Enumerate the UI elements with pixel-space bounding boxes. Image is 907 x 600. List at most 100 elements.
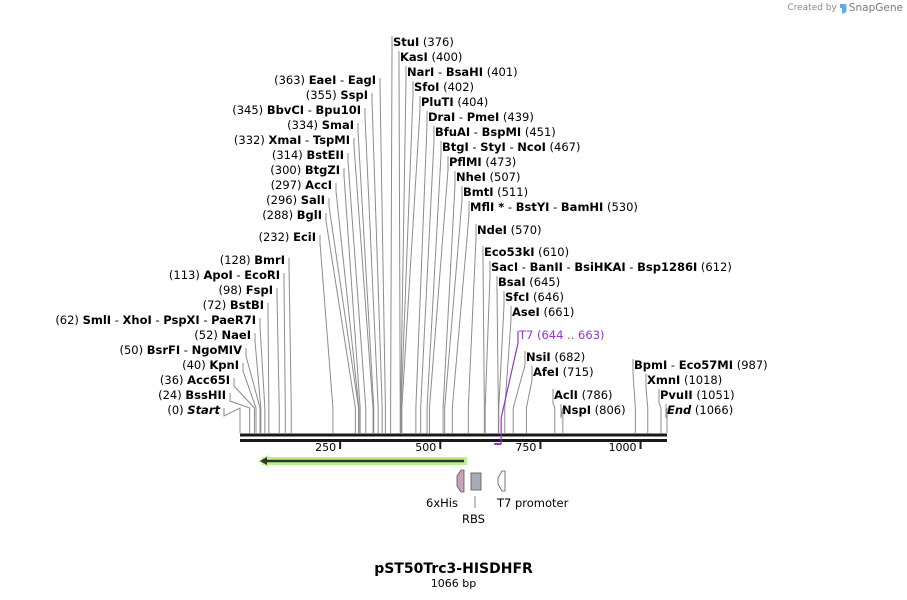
restriction-site[interactable]: BtgI - StyI - NcoI (467) [426,140,581,433]
restriction-site[interactable]: NsiI (682) [512,350,585,433]
svg-text:AseI (661): AseI (661) [512,305,574,319]
plasmid-title: pST50Trc3-HISDHFR [374,561,533,577]
svg-text:(355) SspI: (355) SspI [306,88,368,102]
svg-text:500: 500 [415,441,436,454]
restriction-site[interactable]: XmnI (1018) [645,373,722,433]
svg-text:(40) KpnI: (40) KpnI [182,358,239,372]
restriction-site[interactable]: (288) BglI [262,208,356,433]
svg-text:BpmI - Eco57MI (987): BpmI - Eco57MI (987) [634,358,768,372]
svg-text:T7 (644 .. 663): T7 (644 .. 663) [518,328,605,342]
restriction-site[interactable]: (0) Start [167,403,241,433]
svg-text:(300) BtgZI: (300) BtgZI [270,163,340,177]
restriction-site[interactable]: NarI - BsaHI (401) [400,65,518,433]
restriction-site[interactable]: NspI (806) [560,403,626,433]
t7-promoter-feature[interactable]: T7 promoter [496,470,569,510]
svg-text:(62) SmlI - XhoI - PspXI: (62) SmlI - XhoI - PspXI - PaeR7I [55,313,256,327]
svg-text:MflI * - BstYI - BamHI: MflI * - BstYI - BamHI (530) [470,200,638,214]
restriction-site[interactable]: SacI - BanII - BsiHKAI - Bsp1286I (612) [484,260,732,433]
restriction-site[interactable]: BfuAI - BspMI (451) [420,125,556,433]
restriction-site[interactable]: (36) Acc65I [160,373,255,433]
restriction-site[interactable]: End (1066) [665,403,733,433]
restriction-site[interactable]: AseI (661) [504,305,575,433]
restriction-site[interactable]: (334) SmaI [287,118,375,433]
restriction-site[interactable]: (50) BsrFI - NgoMIV [119,343,261,433]
restriction-site[interactable]: (113) ApoI - EcoRI [169,268,286,433]
restriction-site[interactable]: SfoI (402) [400,80,474,433]
restriction-site[interactable]: SfcI (646) [498,290,564,433]
restriction-site[interactable]: Eco53kI (610) [482,245,569,433]
restriction-site[interactable]: AfeI (715) [525,365,594,433]
restriction-site[interactable]: BmtI (511) [444,185,528,433]
restriction-site[interactable]: MflI * - BstYI - BamHI (530) [451,200,638,433]
snapgene-logo-icon [839,3,847,13]
restriction-site[interactable]: BsaI (645) [496,275,560,433]
restriction-site[interactable]: KasI (400) [398,50,462,433]
restriction-site[interactable]: (24) BssHII [158,388,251,433]
svg-text:NspI (806): NspI (806) [562,403,626,417]
svg-text:RBS: RBS [462,512,485,526]
restriction-site[interactable]: (345) BbvCI - Bpu10I [232,103,379,433]
restriction-site[interactable]: NheI (507) [442,170,520,433]
restriction-site[interactable]: (332) XmaI - TspMI [234,133,374,433]
svg-text:DraI - PmeI (439): DraI - PmeI (439) [428,110,534,124]
restriction-site[interactable]: (300) BtgZI [270,163,361,433]
svg-text:(36) Acc65I: (36) Acc65I [160,373,230,387]
svg-text:NsiI (682): NsiI (682) [526,350,585,364]
svg-text:(296) SalI: (296) SalI [266,193,325,207]
restriction-site[interactable]: (314) BstEII [272,148,367,433]
primer-t7[interactable]: T7 (644 .. 663) [494,328,605,445]
his-tag-label: 6xHis [426,496,458,510]
restriction-site[interactable]: (355) SspI [306,88,383,433]
credit-prefix: Created by [787,3,837,13]
svg-text:(24) BssHII: (24) BssHII [158,388,226,402]
ruler-tick: 1000 [609,441,642,454]
restriction-site[interactable]: PluTI (404) [401,95,488,433]
svg-text:BfuAI - BspMI (451): BfuAI - BspMI (451) [435,125,556,139]
svg-text:NarI - BsaHI (401): NarI - BsaHI (401) [407,65,518,79]
restriction-site[interactable]: (52) NaeI [194,328,262,433]
svg-text:(98) FspI: (98) FspI [219,283,273,297]
restriction-site[interactable]: (232) EciI [259,230,334,433]
credit-brand: SnapGene [848,2,903,14]
restriction-site[interactable]: PflMI (473) [428,155,516,433]
svg-text:(52) NaeI: (52) NaeI [194,328,251,342]
svg-text:(50) BsrFI - NgoMIV: (50) BsrFI - NgoMIV [119,343,242,357]
restriction-site[interactable]: PvuII (1051) [658,388,735,433]
restriction-site[interactable]: (128) BmrI [220,253,292,433]
restriction-site[interactable]: StuI (376) [390,35,454,433]
svg-text:Eco53kI (610): Eco53kI (610) [484,245,569,259]
orf-arrow[interactable] [258,455,467,467]
restriction-site[interactable]: (296) SalI [266,193,360,433]
restriction-site[interactable]: (62) SmlI - XhoI - PspXI - PaeR7I [55,313,266,433]
svg-text:(72) BstBI: (72) BstBI [203,298,264,312]
rbs-feature[interactable]: RBS [462,472,485,526]
ruler-tick: 250 [315,441,342,454]
restriction-site[interactable]: BpmI - Eco57MI (987) [632,358,768,433]
svg-text:BsaI (645): BsaI (645) [498,275,560,289]
svg-text:(0) Start: (0) Start [167,403,220,417]
svg-text:End (1066): End (1066) [667,403,733,417]
svg-text:PvuII (1051): PvuII (1051) [660,388,735,402]
svg-text:1000: 1000 [609,441,637,454]
svg-text:(345) BbvCI - Bpu10I: (345) BbvCI - Bpu10I [232,103,361,117]
svg-text:(314) BstEII: (314) BstEII [272,148,344,162]
snapgene-credit: Created by SnapGene [787,2,903,14]
svg-text:250: 250 [315,441,336,454]
restriction-site[interactable]: AclI (786) [552,388,613,433]
svg-text:AfeI (715): AfeI (715) [533,365,594,379]
restriction-site[interactable]: (40) KpnI [182,358,257,433]
restriction-site[interactable]: (297) AccI [271,178,360,433]
svg-text:SacI - BanII - BsiHKAI -: SacI - BanII - BsiHKAI - Bsp1286I (612) [491,260,732,274]
svg-text:750: 750 [515,441,536,454]
svg-text:(288) BglI: (288) BglI [262,208,322,222]
restriction-site[interactable]: (72) BstBI [203,298,270,433]
svg-text:StuI (376): StuI (376) [393,35,454,49]
restriction-site[interactable]: (98) FspI [219,283,280,433]
his-tag-feature[interactable]: 6xHis [426,469,465,510]
restriction-site[interactable]: DraI - PmeI (439) [415,110,534,433]
plasmid-length: 1066 bp [430,577,477,590]
restriction-site[interactable]: (363) EaeI - EagI [274,73,386,433]
restriction-site[interactable]: NdeI (570) [467,223,542,433]
svg-text:NheI (507): NheI (507) [456,170,520,184]
